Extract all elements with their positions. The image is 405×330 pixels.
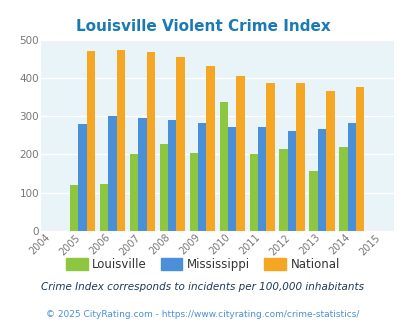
Bar [87,51,95,231]
Bar [189,153,198,231]
Bar [236,76,244,231]
Bar [279,149,287,231]
Bar [70,185,78,231]
Bar [309,171,317,231]
Bar [347,123,355,231]
Bar [176,57,184,231]
Bar [168,120,176,231]
Text: Louisville Violent Crime Index: Louisville Violent Crime Index [75,19,330,34]
Bar [249,154,257,231]
Bar [138,118,146,231]
Bar [206,66,214,231]
Bar [130,154,138,231]
Bar [198,123,206,231]
Bar [219,102,228,231]
Bar [317,129,325,231]
Bar [287,131,296,231]
Bar [296,83,304,231]
Bar [266,83,274,231]
Bar [100,183,108,231]
Bar [257,127,266,231]
Bar [339,147,347,231]
Bar [325,90,334,231]
Text: Crime Index corresponds to incidents per 100,000 inhabitants: Crime Index corresponds to incidents per… [41,282,364,292]
Bar [228,127,236,231]
Text: © 2025 CityRating.com - https://www.cityrating.com/crime-statistics/: © 2025 CityRating.com - https://www.city… [46,310,359,319]
Bar [78,124,87,231]
Bar [146,52,155,231]
Bar [116,50,125,231]
Bar [108,116,116,231]
Legend: Louisville, Mississippi, National: Louisville, Mississippi, National [62,253,343,276]
Bar [159,144,168,231]
Bar [355,87,364,231]
